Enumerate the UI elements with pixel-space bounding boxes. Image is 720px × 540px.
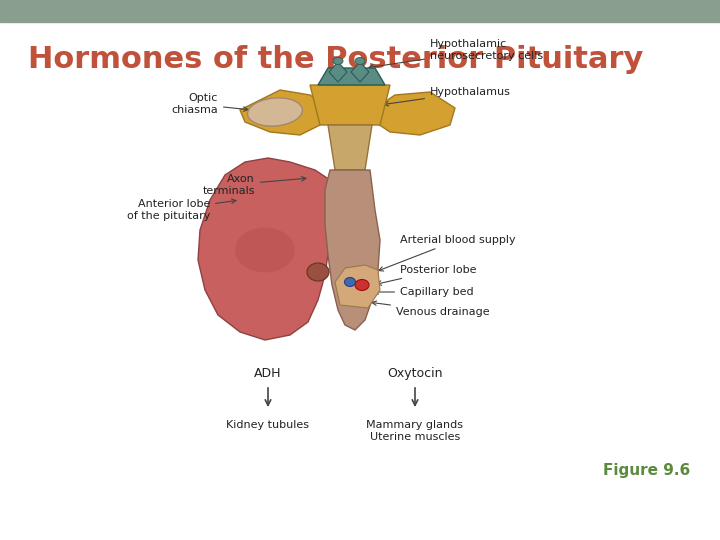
- Text: Figure 9.6: Figure 9.6: [603, 463, 690, 478]
- Text: Hormones of the Posterior Pituitary: Hormones of the Posterior Pituitary: [28, 45, 644, 75]
- Ellipse shape: [355, 280, 369, 291]
- Text: Kidney tubules: Kidney tubules: [227, 420, 310, 430]
- Text: Mammary glands
Uterine muscles: Mammary glands Uterine muscles: [366, 420, 464, 442]
- Text: Anterior lobe
of the pituitary: Anterior lobe of the pituitary: [127, 199, 236, 221]
- Ellipse shape: [355, 57, 365, 64]
- Polygon shape: [325, 170, 380, 330]
- Polygon shape: [351, 62, 369, 82]
- Text: Axon
terminals: Axon terminals: [202, 174, 306, 196]
- Polygon shape: [318, 68, 385, 85]
- Text: Venous drainage: Venous drainage: [372, 301, 490, 317]
- Text: Oxytocin: Oxytocin: [387, 367, 443, 380]
- Ellipse shape: [344, 278, 356, 287]
- Ellipse shape: [248, 98, 302, 126]
- Text: ADH: ADH: [254, 367, 282, 380]
- Text: Hypothalamus: Hypothalamus: [384, 87, 511, 106]
- Text: Posterior lobe: Posterior lobe: [377, 265, 477, 285]
- Polygon shape: [240, 90, 325, 135]
- Polygon shape: [198, 158, 330, 340]
- Polygon shape: [335, 265, 380, 308]
- Polygon shape: [328, 125, 372, 170]
- Bar: [0, 0, 720, 22]
- Text: Hypothalamic
neurosecretory cells: Hypothalamic neurosecretory cells: [369, 39, 543, 69]
- Polygon shape: [310, 85, 390, 125]
- Ellipse shape: [235, 227, 295, 273]
- Text: Optic
chiasma: Optic chiasma: [171, 93, 248, 115]
- Polygon shape: [329, 62, 347, 82]
- Ellipse shape: [333, 57, 343, 64]
- Ellipse shape: [307, 263, 329, 281]
- Text: Capillary bed: Capillary bed: [374, 287, 474, 297]
- Text: Arterial blood supply: Arterial blood supply: [379, 235, 516, 271]
- Polygon shape: [375, 92, 455, 135]
